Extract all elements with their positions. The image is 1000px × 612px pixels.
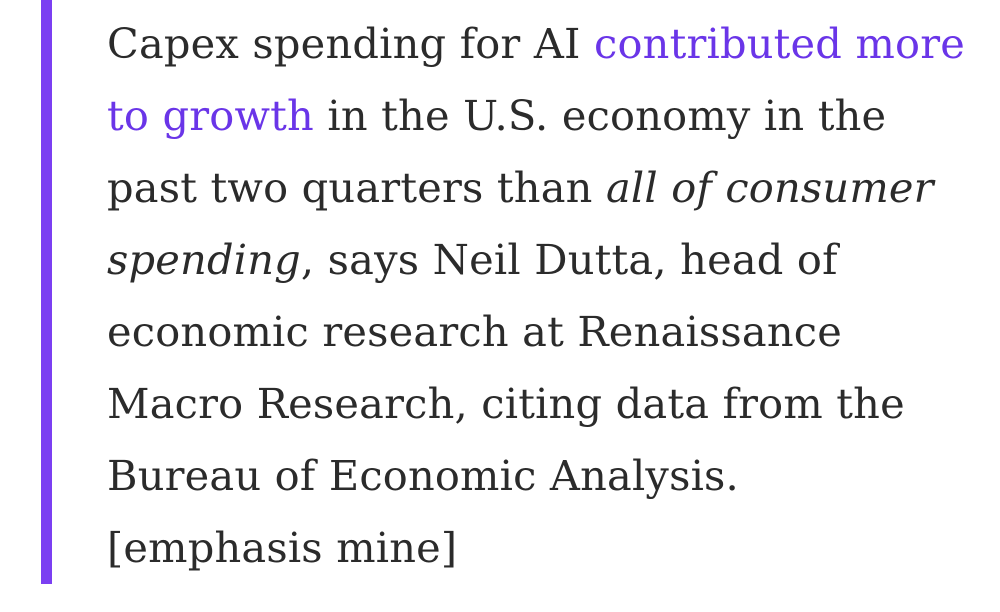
- blockquote-accent-bar: [41, 0, 52, 584]
- quote-text-part1: Capex spending for AI: [107, 19, 595, 68]
- quote-text-part2: in the U.S. economy in the past two quar…: [107, 91, 887, 212]
- blockquote-text: Capex spending for AI contributed more t…: [107, 8, 967, 584]
- quote-link-contributed-more-to-growth[interactable]: contributed more to growth: [107, 19, 965, 140]
- quote-emphasis-consumer-spending: all of consumer spending: [107, 163, 934, 284]
- quote-text-part3: , says Neil Dutta, head of economic rese…: [107, 235, 905, 572]
